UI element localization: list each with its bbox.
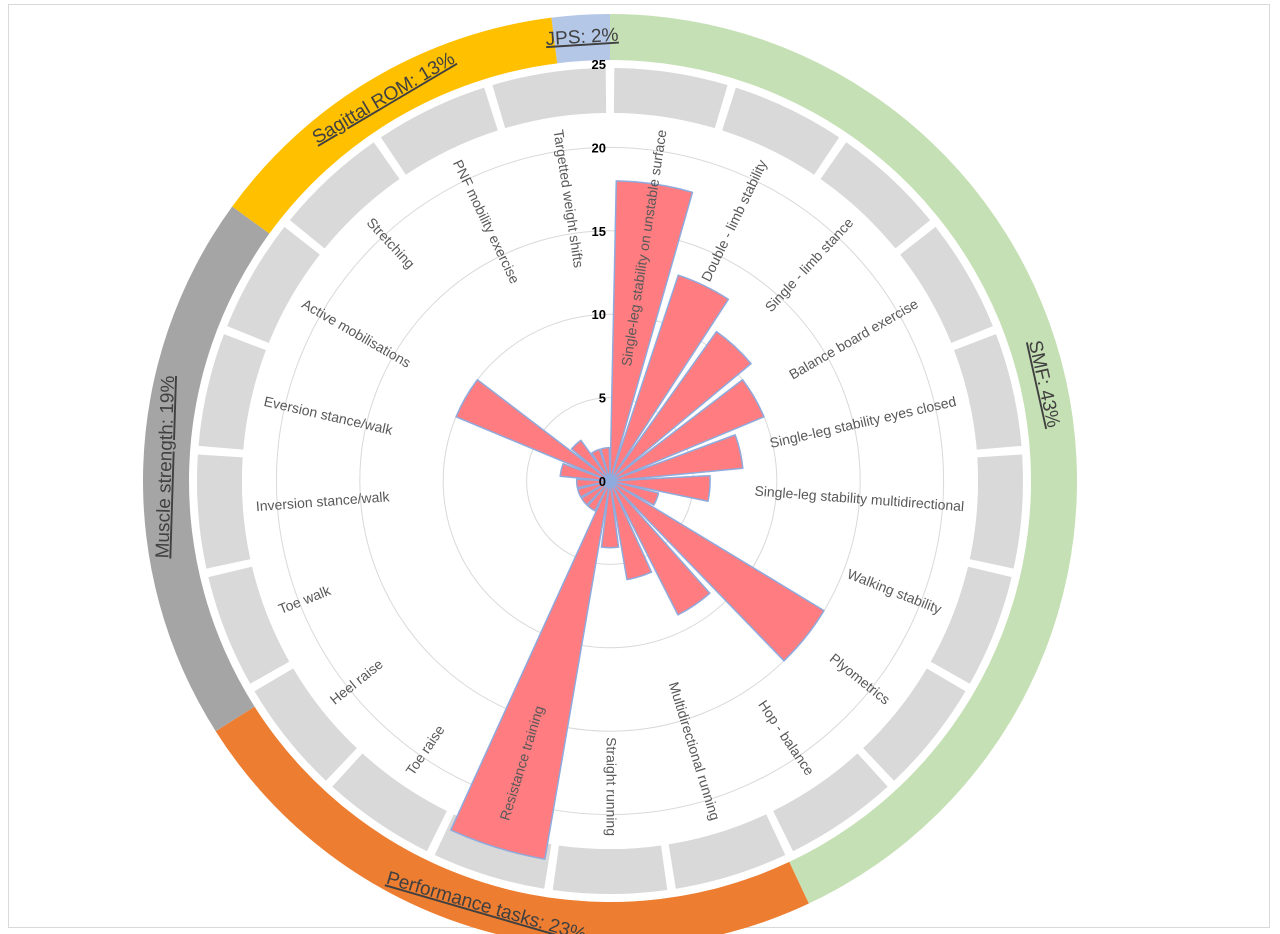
chart-hub [603,474,617,488]
bar-0 [609,180,694,482]
tick-label: 5 [599,391,606,406]
category-band [492,68,607,129]
category-band [552,845,668,895]
bar-2 [609,330,752,482]
category-band [227,226,320,343]
category-band [208,566,290,684]
bar-13 [580,480,611,506]
bar-6 [609,480,660,506]
bar-9 [609,480,653,581]
group-ring-segment [551,14,610,64]
category-band [773,753,888,852]
tick-labels: 0 5 10 15 20 25 [592,57,606,489]
grid-circle [359,230,861,732]
bar-15 [575,478,611,489]
bars [450,180,825,860]
tick-label: 10 [592,307,606,322]
category-band [332,753,447,852]
bar-10 [600,480,620,549]
group-ring-segment [610,14,1077,904]
category-band [380,87,498,175]
category-band [969,454,1023,569]
grid-circle [442,313,778,649]
group-ring [142,14,1077,934]
grid-circle [275,146,945,816]
category-band [900,226,993,343]
category-band [953,334,1022,450]
bar-20 [600,446,611,482]
bar-11 [450,480,611,860]
bar-16 [559,462,611,482]
category-band [613,68,728,129]
bar-4 [609,434,744,482]
group-label: JPS: 2% [545,25,619,51]
tick-label: 15 [592,224,606,239]
category-band [289,142,400,249]
bar-1 [609,274,730,482]
group-ring-segment [232,17,558,234]
category-band [820,142,931,249]
bar-8 [609,480,711,616]
category-label: Straight running [603,737,619,836]
tick-label: 25 [592,57,606,72]
bar-7 [609,480,825,662]
bar-5 [609,474,711,502]
bar-18 [570,439,611,482]
category-band [930,566,1012,684]
tick-label: 0 [599,474,606,489]
grid-circles [275,146,945,816]
group-ring-segment [142,206,270,732]
bar-3 [609,379,765,482]
category-band [863,668,966,781]
bar-14 [576,480,611,498]
category-band [722,87,840,175]
category-band [198,334,267,450]
tick-label: 20 [592,140,606,155]
category-band [254,668,357,781]
bar-19 [591,448,611,482]
category-band [197,454,251,569]
group-ring-segment [215,706,809,934]
bar-12 [587,480,611,512]
category-band [668,814,786,889]
bar-17 [455,379,611,482]
